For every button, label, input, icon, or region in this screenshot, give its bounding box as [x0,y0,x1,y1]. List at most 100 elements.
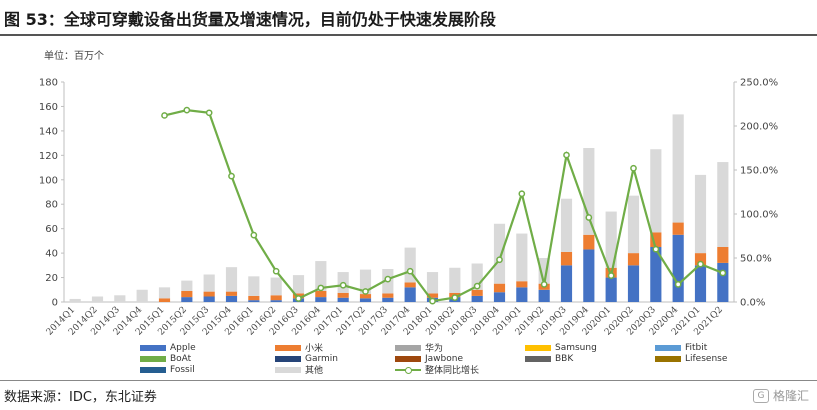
legend-item-growth: 整体同比增长 [395,364,525,376]
legend-label: Fitbit [685,342,708,353]
y-tick-label: 140 [39,126,58,137]
bar-segment [404,287,416,302]
legend-swatch [525,344,551,351]
growth-line [164,109,724,303]
bar-segment [672,114,684,223]
bar-segment [672,234,684,302]
bar-segment [694,174,707,254]
legend-item: BBK [525,353,655,364]
bar-segment [516,287,528,302]
y-tick-label: 20 [45,273,58,284]
legend-label: 小米 [305,344,324,354]
bar-segment [203,296,215,302]
bar-segment [315,261,327,291]
y-tick-label: 80 [45,200,58,211]
bar-segment [560,265,573,302]
bar-segment [717,247,729,263]
legend-item: 华为 [395,342,525,354]
bar-segment [471,289,483,296]
bar-segment [203,291,215,297]
legend-swatch [275,366,301,373]
growth-point [697,260,704,268]
bar-segment [672,222,684,235]
bar-segment [516,281,528,288]
bar-segment [91,296,104,302]
legend-swatch [525,355,551,362]
bar-segment [248,295,260,301]
legend-label: 其他 [305,366,324,376]
growth-point [429,297,436,305]
legend-swatch [655,344,681,351]
growth-point [652,245,660,253]
growth-point [585,214,593,221]
y2-tick-label: 200.0% [740,122,778,133]
growth-point [473,282,481,290]
y-tick-label: 100 [39,175,58,186]
bar-segment [717,262,729,302]
bar-segment [426,293,439,298]
bar-segment [605,211,617,268]
y-tick-label: 160 [39,102,58,113]
bar-segment [158,287,171,299]
bar-segment [627,195,640,254]
legend-swatch [140,355,166,362]
y2-tick-label: 0.0% [740,298,765,309]
bar-segment [627,265,640,302]
legend-item: 小米 [275,342,395,354]
legend-item: Apple [140,342,275,353]
y2-tick-label: 150.0% [740,166,778,177]
growth-point [518,190,526,198]
legend-item: 其他 [275,364,395,376]
legend-swatch [395,344,421,351]
legend-item: Fitbit [655,342,755,353]
legend-swatch [395,355,421,362]
chart-legend: Apple 小米 华为 Samsung Fitbit BoAt Garmin Jawbone B… [140,342,727,376]
source-note: 数据来源：IDC，东北证券 [4,390,157,405]
bar-segment [270,277,282,296]
legend-label: Jawbone [425,353,463,364]
source-divider [0,380,817,381]
bar-segment [426,272,439,294]
legend-swatch [275,355,301,362]
legend-label: BBK [555,353,574,364]
bar-segment [627,253,640,266]
legend-swatch [655,355,681,362]
legend-label: Fossil [170,364,195,375]
legend-label: 整体同比增长 [425,366,480,376]
bar-segment [382,293,394,298]
bar-segment [158,298,171,302]
legend-label: BoAt [170,353,192,364]
growth-point [295,295,302,302]
legend-label: Lifesense [685,353,728,364]
bar-segment [493,292,506,302]
legend-item: Lifesense [655,353,755,364]
bar-segment [270,295,282,301]
growth-point [630,164,637,172]
legend-label: 华为 [425,344,444,354]
legend-label: Samsung [555,342,597,353]
growth-point [250,231,258,239]
bar-segment [359,269,372,295]
y2-tick-label: 250.0% [740,78,778,89]
growth-point [674,281,682,288]
bar-segment [270,300,282,302]
growth-point [384,275,392,283]
watermark: G 格隆汇 [752,387,809,404]
bar-segment [337,297,349,302]
bar-segment [650,232,662,247]
growth-point [607,272,615,279]
bar-segment [203,274,215,292]
bar-segment [315,291,327,298]
growth-point [339,281,347,289]
bar-segment [114,295,126,302]
legend-label: Garmin [305,353,339,364]
title-divider [0,34,817,36]
bar-segment [292,275,305,294]
legend-line-swatch [395,366,421,374]
bar-segment [650,149,662,233]
bar-segment [359,294,372,299]
bar-segment [583,234,595,250]
bar-segment [650,247,662,302]
unit-label: 单位：百万个 [44,51,104,62]
bar-segment [694,265,707,302]
